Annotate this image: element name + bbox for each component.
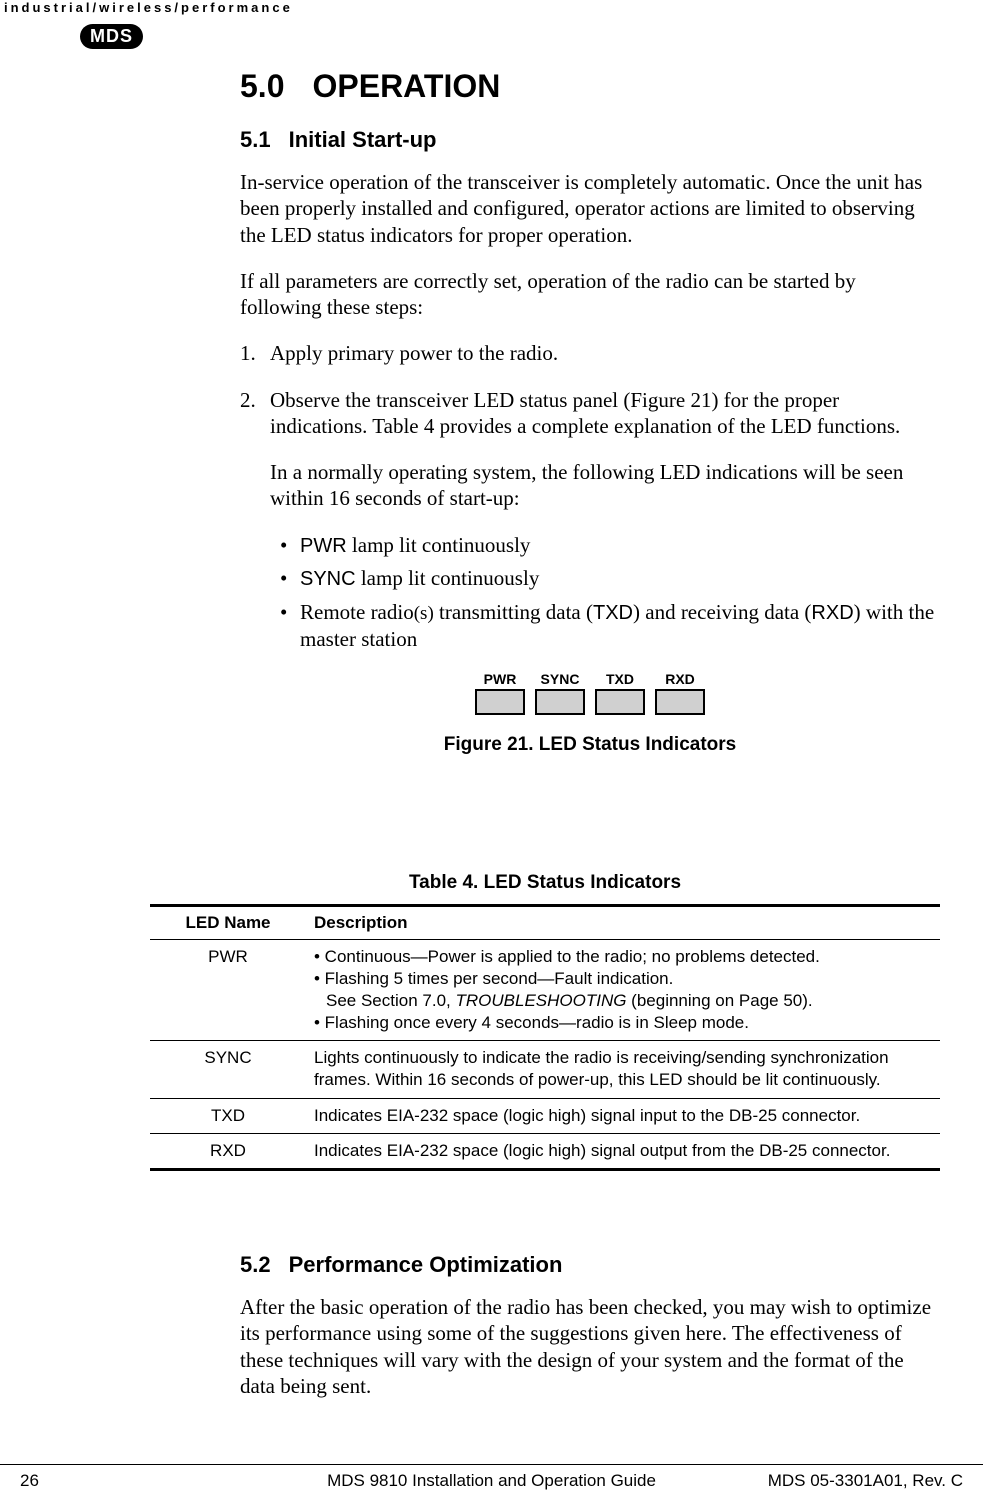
section-heading: 5.0 OPERATION xyxy=(240,68,940,105)
desc-line: • Flashing once every 4 seconds—radio is… xyxy=(314,1012,932,1034)
led-label: TXD xyxy=(595,671,645,687)
bullet-text: Remote radio xyxy=(300,600,414,624)
led-name: SYNC xyxy=(300,568,356,590)
table-cell-desc: Indicates EIA-232 space (logic high) sig… xyxy=(306,1133,940,1169)
page-number: 26 xyxy=(20,1471,39,1491)
table-cell-desc: Indicates EIA-232 space (logic high) sig… xyxy=(306,1098,940,1133)
table-cell-name: SYNC xyxy=(150,1041,306,1098)
subsection-title: Performance Optimization xyxy=(289,1252,563,1277)
list-item-text: Observe the transceiver LED status panel… xyxy=(270,388,900,438)
logo: MDS xyxy=(80,24,143,49)
led-indicator-icon xyxy=(595,689,645,715)
desc-line: • Continuous—Power is applied to the rad… xyxy=(314,946,932,968)
desc-line: See Section 7.0, TROUBLESHOOTING (beginn… xyxy=(314,990,932,1012)
paragraph: In-service operation of the transceiver … xyxy=(240,169,940,248)
table-header: Description xyxy=(306,906,940,940)
led-name: PWR xyxy=(300,535,347,557)
table-caption: Table 4. LED Status Indicators xyxy=(150,872,940,894)
figure-caption: Figure 21. LED Status Indicators xyxy=(240,734,940,756)
bullet-text: lamp lit continuously xyxy=(356,566,540,590)
list-item-text: Apply primary power to the radio. xyxy=(270,341,558,365)
led-status-table: LED Name Description PWR • Continuous—Po… xyxy=(150,904,940,1171)
page-footer: 26 MDS 9810 Installation and Operation G… xyxy=(0,1464,983,1491)
table-cell-desc: • Continuous—Power is applied to the rad… xyxy=(306,940,940,1041)
logo-text: MDS xyxy=(80,24,143,49)
list-item: 1.Apply primary power to the radio. xyxy=(240,340,940,366)
header-tagline: industrial/wireless/performance xyxy=(0,0,293,17)
bullet-item: •Remote radio(s) transmitting data (TXD)… xyxy=(240,599,940,653)
led-indicator-icon xyxy=(535,689,585,715)
table-row: SYNC Lights continuously to indicate the… xyxy=(150,1041,940,1098)
paragraph: In a normally operating system, the foll… xyxy=(240,459,940,512)
led-label: SYNC xyxy=(535,671,585,687)
bullet-text: (s) xyxy=(414,603,434,624)
paragraph: After the basic operation of the radio h… xyxy=(240,1294,940,1399)
table-row: TXD Indicates EIA-232 space (logic high)… xyxy=(150,1098,940,1133)
subsection-heading: 5.1 Initial Start-up xyxy=(240,127,940,153)
footer-doc-id: MDS 05-3301A01, Rev. C xyxy=(768,1471,963,1491)
led-indicator-icon xyxy=(475,689,525,715)
table-row: PWR • Continuous—Power is applied to the… xyxy=(150,940,940,1041)
desc-line: • Flashing 5 times per second—Fault indi… xyxy=(314,968,932,990)
table-cell-name: TXD xyxy=(150,1098,306,1133)
list-item: 2.Observe the transceiver LED status pan… xyxy=(240,387,940,440)
subsection-heading: 5.2 Performance Optimization xyxy=(240,1252,940,1278)
bullet-text: lamp lit continuously xyxy=(347,533,531,557)
led-label: RXD xyxy=(655,671,705,687)
led-name: TXD xyxy=(593,602,633,624)
led-label: PWR xyxy=(475,671,525,687)
table-cell-name: PWR xyxy=(150,940,306,1041)
subsection-number: 5.1 xyxy=(240,127,271,152)
table-row: RXD Indicates EIA-232 space (logic high)… xyxy=(150,1133,940,1169)
paragraph: If all parameters are correctly set, ope… xyxy=(240,268,940,321)
figure: PWR SYNC TXD RXD xyxy=(240,671,940,720)
subsection-number: 5.2 xyxy=(240,1252,271,1277)
section-number: 5.0 xyxy=(240,68,284,104)
subsection-title: Initial Start-up xyxy=(289,127,437,152)
led-indicator-icon xyxy=(655,689,705,715)
bullet-item: •PWR lamp lit continuously xyxy=(240,532,940,560)
bullet-text: ) and receiving data ( xyxy=(633,600,811,624)
led-name: RXD xyxy=(811,602,853,624)
table-header: LED Name xyxy=(150,906,306,940)
table-cell-name: RXD xyxy=(150,1133,306,1169)
bullet-text: transmitting data ( xyxy=(434,600,593,624)
section-title: OPERATION xyxy=(312,68,500,104)
table-cell-desc: Lights continuously to indicate the radi… xyxy=(306,1041,940,1098)
bullet-item: •SYNC lamp lit continuously xyxy=(240,565,940,593)
